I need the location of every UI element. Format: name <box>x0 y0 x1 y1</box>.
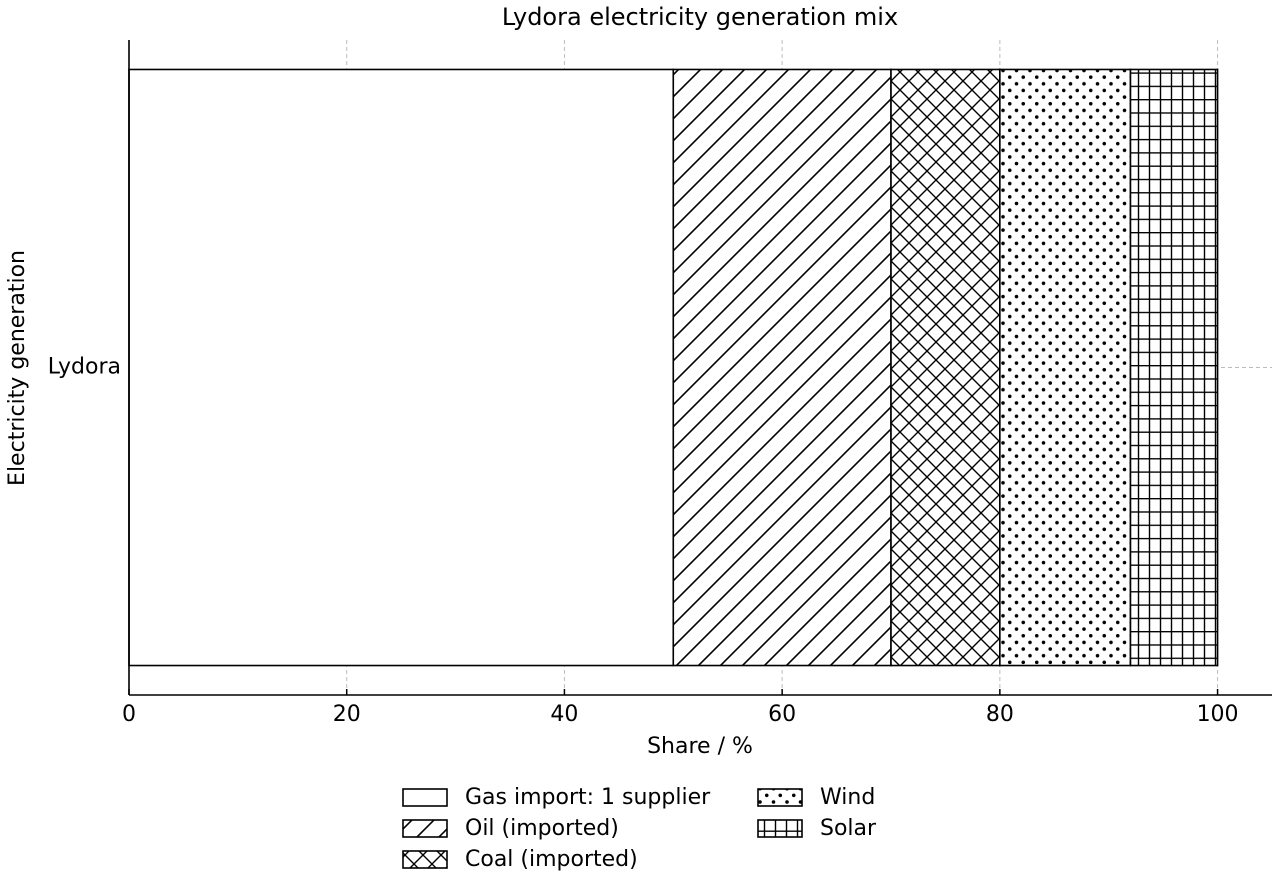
legend-label: Oil (imported) <box>465 816 619 841</box>
legend-label: Solar <box>820 816 877 841</box>
x-tick-label: 100 <box>1197 702 1239 727</box>
legend-label: Coal (imported) <box>465 847 638 872</box>
legend-swatch <box>757 788 803 807</box>
x-tick-label: 0 <box>122 702 136 727</box>
legend-swatch <box>402 819 448 838</box>
bar-segment <box>128 68 675 667</box>
y-tick-label: Lydora <box>48 355 121 380</box>
bar-segment <box>672 68 892 667</box>
legend-swatch <box>402 788 448 807</box>
x-tick-label: 20 <box>333 702 361 727</box>
y-axis-label: Electricity generation <box>5 250 30 486</box>
legend-label: Wind <box>820 785 875 810</box>
legend-label: Gas import: 1 supplier <box>465 785 711 810</box>
chart-title: Lydora electricity generation mix <box>502 3 898 31</box>
x-axis-label: Share / % <box>647 734 753 759</box>
x-tick-label: 40 <box>550 702 578 727</box>
legend-swatch <box>402 850 448 869</box>
legend-swatch <box>757 819 803 838</box>
bar-segment <box>890 68 1001 667</box>
x-tick-label: 80 <box>986 702 1014 727</box>
x-tick-label: 60 <box>768 702 796 727</box>
bar-segment <box>999 68 1132 667</box>
bar-segment <box>1129 68 1219 667</box>
